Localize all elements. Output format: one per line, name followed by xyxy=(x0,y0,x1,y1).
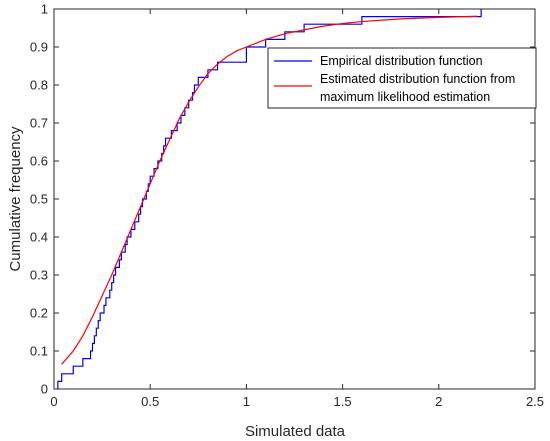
y-tick-label: 0.1 xyxy=(30,344,48,359)
axis-ticks: 0 0.5 1 1.5 2 2.5 0 0.1 0.2 0.3 0.4 0.5 0.6 0.7 0.8 0.9… xyxy=(30,2,544,410)
estimated-cdf-line xyxy=(61,15,478,365)
y-tick-label: 0 xyxy=(41,382,48,397)
legend-label-estimated-line2: maximum likelihood estimation xyxy=(320,90,490,104)
y-tick-label: 0.5 xyxy=(30,192,48,207)
x-tick-label: 2 xyxy=(435,394,442,409)
y-tick-label: 0.4 xyxy=(30,230,48,245)
y-tick-label: 0.8 xyxy=(30,78,48,93)
empirical-cdf-line xyxy=(57,9,482,389)
x-tick-label: 0.5 xyxy=(141,394,159,409)
plot-frame xyxy=(53,8,536,390)
y-tick-label: 0.6 xyxy=(30,154,48,169)
legend-label-empirical: Empirical distribution function xyxy=(320,54,483,68)
y-tick-label: 1 xyxy=(41,2,48,17)
y-tick-label: 0.3 xyxy=(30,268,48,283)
y-axis-label: Cumulative frequency xyxy=(7,126,24,272)
legend: Empirical distribution function Estimate… xyxy=(267,47,537,109)
x-tick-label: 1.5 xyxy=(334,394,352,409)
legend-box xyxy=(267,47,537,109)
y-tick-label: 0.9 xyxy=(30,40,48,55)
y-tick-label: 0.2 xyxy=(30,306,48,321)
x-tick-label: 2.5 xyxy=(526,394,544,409)
x-axis-label: Simulated data xyxy=(245,423,346,440)
plot-lines xyxy=(57,9,482,389)
x-tick-label: 0 xyxy=(50,394,57,409)
y-tick-label: 0.7 xyxy=(30,116,48,131)
legend-label-estimated-line1: Estimated distribution function from xyxy=(320,72,515,86)
x-tick-label: 1 xyxy=(243,394,250,409)
